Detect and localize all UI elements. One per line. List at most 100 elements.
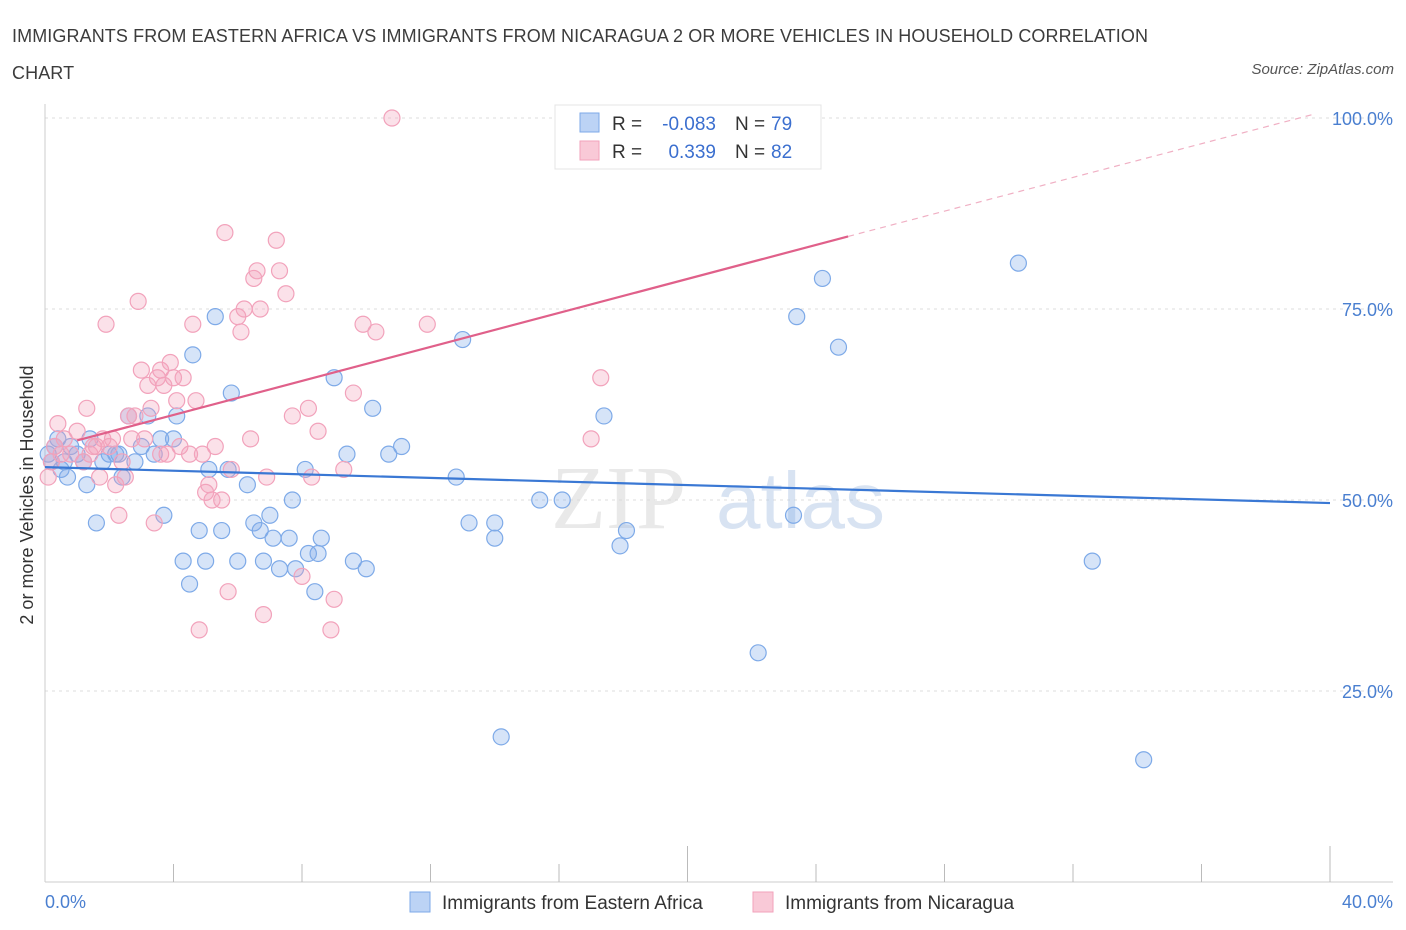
point-eastern-africa [392,437,411,456]
point-nicaragua [129,292,147,310]
point-nicaragua [126,407,144,425]
point-nicaragua [68,422,86,440]
point-nicaragua [383,109,401,127]
point-nicaragua [87,437,106,456]
point-eastern-africa [261,506,279,524]
point-nicaragua [267,231,285,249]
point-nicaragua [283,407,301,425]
point-eastern-africa [611,537,629,555]
point-eastern-africa [380,445,398,463]
point-nicaragua [91,468,109,486]
legend-swatch-nicaragua [752,891,774,913]
stats-swatch-eastern-africa [579,112,600,133]
point-eastern-africa [788,308,806,326]
point-eastern-africa [184,346,202,364]
point-nicaragua [254,605,273,624]
point-eastern-africa [309,544,327,563]
point-nicaragua [158,445,176,463]
y-tick-label: 100.0% [1332,109,1393,129]
legend-label-nicaragua: Immigrants from Nicaragua [785,893,1015,914]
point-eastern-africa [460,514,478,532]
point-nicaragua [258,468,276,486]
point-eastern-africa [222,384,240,402]
point-nicaragua [62,445,80,463]
point-nicaragua [251,300,269,318]
point-nicaragua [184,315,202,333]
trend-line-eastern-africa [44,466,1331,505]
point-nicaragua [418,315,436,333]
point-nicaragua [322,621,340,639]
point-nicaragua [222,460,240,479]
point-eastern-africa [238,476,256,494]
point-eastern-africa [1009,254,1027,272]
point-eastern-africa [1135,751,1153,769]
point-eastern-africa [190,521,208,540]
point-nicaragua [303,468,321,486]
point-eastern-africa [829,338,848,356]
stats-n-value-2: 82 [771,142,792,163]
point-nicaragua [123,430,141,448]
point-eastern-africa [338,445,356,463]
point-eastern-africa [206,308,224,326]
point-nicaragua [193,445,212,463]
point-eastern-africa [617,521,636,540]
point-eastern-africa [78,476,96,494]
point-nicaragua [142,399,160,417]
point-nicaragua [113,453,131,471]
point-nicaragua [216,224,234,242]
point-nicaragua [293,567,311,586]
trend-line-nicaragua [76,235,849,442]
y-tick-labels: 25.0% 50.0% 75.0% 100.0% [1332,109,1393,702]
point-nicaragua [132,361,150,379]
point-eastern-africa [270,560,289,578]
stats-n-label-2: N = [735,142,765,163]
point-eastern-africa [251,521,269,540]
point-eastern-africa [531,491,549,509]
point-nicaragua [582,430,600,448]
point-eastern-africa [299,544,318,563]
point-nicaragua [152,445,170,463]
legend-swatch-eastern-africa [409,891,431,913]
grid-lines [45,117,1393,692]
point-nicaragua [248,262,266,280]
point-nicaragua [354,315,372,333]
stats-legend: R = -0.083 N = 79 R = 0.339 N = 82 [554,104,822,170]
point-eastern-africa [553,491,571,509]
point-eastern-africa [344,552,362,570]
y-tick-label: 25.0% [1342,682,1393,702]
y-axis-label: 2 or more Vehicles in Household [17,365,37,624]
series-nicaragua-points [39,109,709,639]
y-tick-label: 75.0% [1342,300,1393,320]
point-eastern-africa [784,506,803,524]
stats-swatch-nicaragua [579,140,600,161]
trend-lines [44,113,1331,505]
point-eastern-africa [312,529,330,547]
trend-line-nicaragua-extension [847,113,1315,238]
point-nicaragua [299,399,318,417]
point-eastern-africa [1083,552,1101,570]
point-eastern-africa [749,644,767,662]
point-eastern-africa [264,529,282,547]
point-nicaragua [78,399,96,417]
point-nicaragua [219,583,237,601]
point-eastern-africa [254,552,273,570]
point-nicaragua [344,384,362,402]
point-eastern-africa [447,468,465,486]
point-nicaragua [97,315,115,333]
point-eastern-africa [87,514,106,532]
point-nicaragua [277,285,295,303]
point-nicaragua [39,468,57,486]
point-eastern-africa [229,552,247,570]
y-tick-label: 50.0% [1342,491,1393,511]
point-eastern-africa [486,529,504,547]
point-eastern-africa [197,552,215,570]
x-tick-label-max: 40.0% [1342,892,1393,912]
point-nicaragua [309,422,327,440]
axes [44,104,1393,883]
point-nicaragua [164,369,183,387]
legend-label-eastern-africa: Immigrants from Eastern Africa [442,893,703,914]
point-nicaragua [592,369,610,387]
point-eastern-africa [486,514,504,532]
watermark-atlas: atlas [716,456,885,545]
point-nicaragua [116,468,134,486]
